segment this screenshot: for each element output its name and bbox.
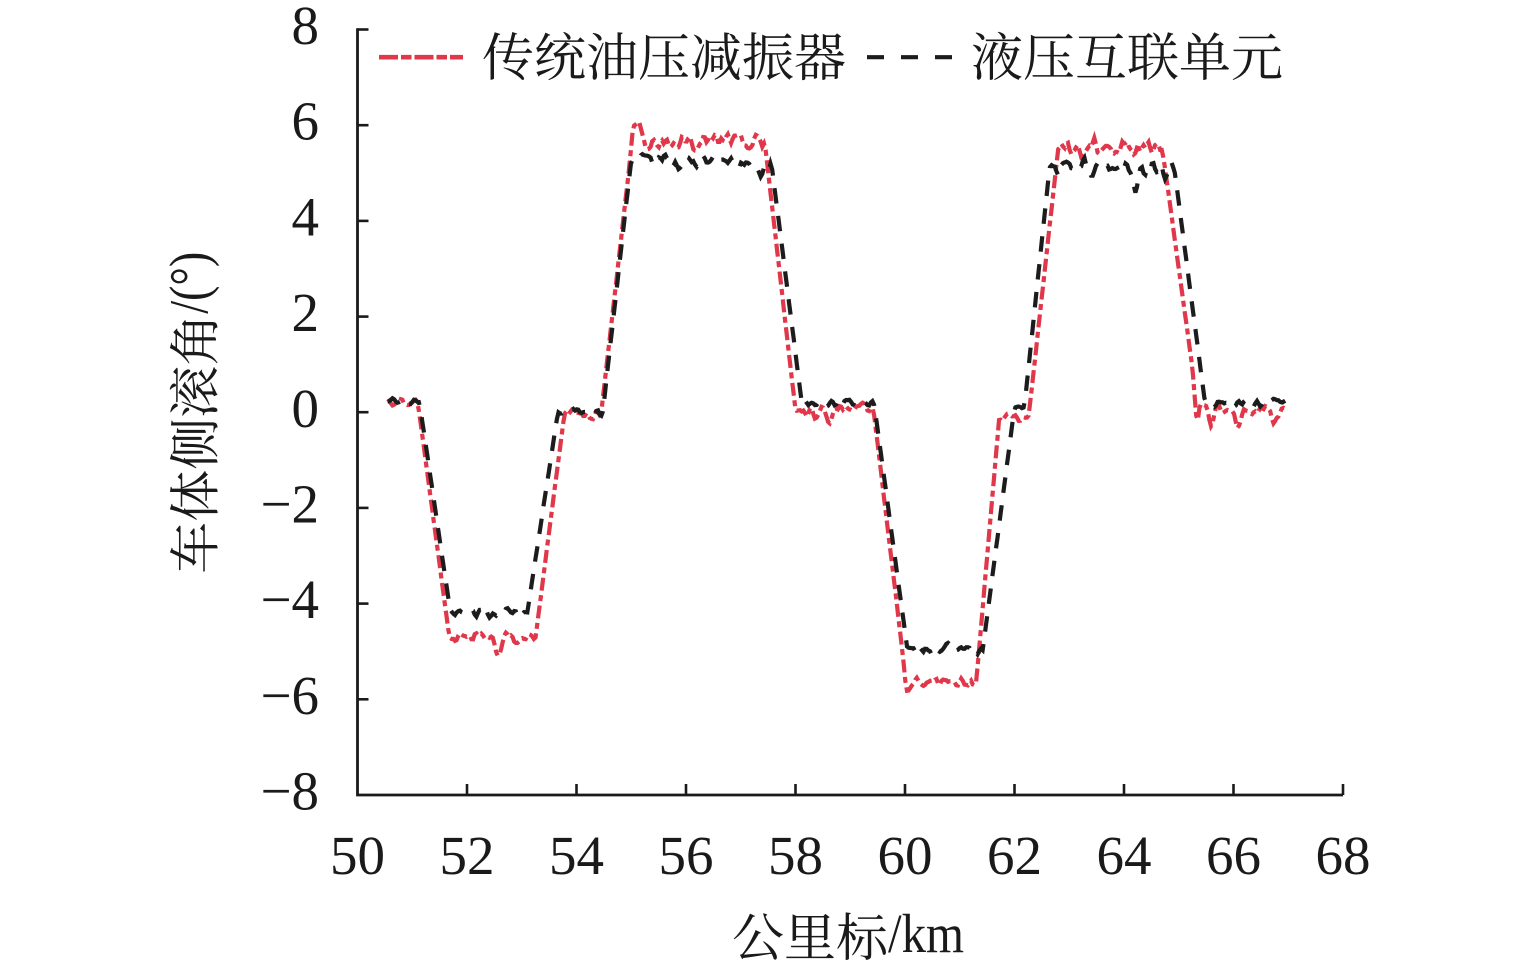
svg-text:54: 54 — [549, 825, 604, 886]
svg-text:68: 68 — [1316, 825, 1371, 886]
svg-text:56: 56 — [659, 825, 714, 886]
svg-text:0: 0 — [292, 378, 320, 439]
svg-text:62: 62 — [987, 825, 1042, 886]
svg-text:6: 6 — [292, 91, 320, 152]
svg-text:50: 50 — [330, 825, 385, 886]
svg-text:58: 58 — [768, 825, 823, 886]
svg-text:−2: −2 — [260, 473, 319, 534]
svg-text:−6: −6 — [260, 665, 319, 726]
svg-text:−4: −4 — [260, 569, 319, 630]
svg-text:4: 4 — [292, 186, 320, 247]
svg-text:/(°): /(°) — [159, 252, 220, 314]
svg-text:52: 52 — [440, 825, 495, 886]
svg-text:66: 66 — [1206, 825, 1261, 886]
svg-text:−8: −8 — [260, 761, 319, 822]
svg-text:/km: /km — [888, 903, 964, 964]
svg-text:8: 8 — [292, 0, 320, 56]
svg-text:2: 2 — [292, 282, 320, 343]
svg-text:64: 64 — [1097, 825, 1152, 886]
svg-text:60: 60 — [878, 825, 933, 886]
